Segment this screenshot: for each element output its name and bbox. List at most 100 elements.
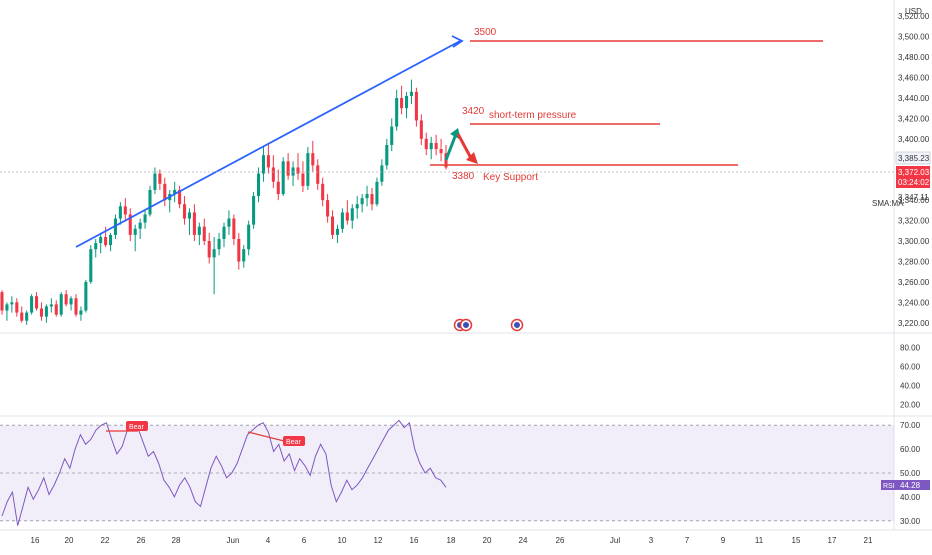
candle-body[interactable] <box>192 212 196 235</box>
candle-body[interactable] <box>163 183 167 201</box>
candle-body[interactable] <box>25 312 29 321</box>
candle-body[interactable] <box>321 183 325 201</box>
candle-body[interactable] <box>20 312 24 321</box>
candle-body[interactable] <box>266 155 270 168</box>
candle-body[interactable] <box>400 97 404 109</box>
candle-body[interactable] <box>340 212 344 229</box>
candle-body[interactable] <box>276 181 280 195</box>
candle-body[interactable] <box>370 194 374 205</box>
candle-body[interactable] <box>242 249 246 262</box>
candle-body[interactable] <box>138 222 142 229</box>
candle-body[interactable] <box>350 208 354 221</box>
candle-body[interactable] <box>133 228 137 235</box>
candle-body[interactable] <box>158 173 162 184</box>
bear-badge-1[interactable] <box>126 421 148 431</box>
candle-body[interactable] <box>419 120 423 139</box>
candle-body[interactable] <box>281 161 285 195</box>
candle-body[interactable] <box>355 204 359 209</box>
candle-body[interactable] <box>365 194 369 199</box>
uptrend-line[interactable] <box>75 40 461 248</box>
candle-body[interactable] <box>84 281 88 311</box>
candle-body[interactable] <box>59 294 63 315</box>
candle-body[interactable] <box>143 214 147 223</box>
candle-body[interactable] <box>187 212 191 219</box>
candle-body[interactable] <box>380 165 384 182</box>
candle-body[interactable] <box>49 304 53 307</box>
candlestick-series[interactable] <box>0 79 448 325</box>
candle-body[interactable] <box>173 189 177 195</box>
candle-body[interactable] <box>232 218 236 239</box>
candle-body[interactable] <box>405 95 409 109</box>
candle-body[interactable] <box>15 302 19 313</box>
candle-body[interactable] <box>291 167 295 176</box>
candle-body[interactable] <box>375 181 379 205</box>
candle-body[interactable] <box>183 204 187 219</box>
candle-body[interactable] <box>89 249 93 282</box>
candle-body[interactable] <box>271 167 275 182</box>
up-projection-arrow[interactable] <box>444 133 458 161</box>
candle-body[interactable] <box>237 238 241 262</box>
candle-body[interactable] <box>69 298 73 305</box>
candle-body[interactable] <box>207 241 211 258</box>
candle-body[interactable] <box>345 212 349 221</box>
candle-body[interactable] <box>202 226 206 242</box>
candle-body[interactable] <box>30 296 34 313</box>
candle-body[interactable] <box>247 224 251 250</box>
candle-body[interactable] <box>326 200 330 217</box>
candle-body[interactable] <box>104 236 108 246</box>
candle-body[interactable] <box>222 226 226 239</box>
candle-body[interactable] <box>44 306 48 317</box>
rsi-line[interactable] <box>1 419 447 526</box>
candle-body[interactable] <box>109 234 113 246</box>
event-flag-us-2[interactable] <box>459 318 473 332</box>
candle-body[interactable] <box>261 155 265 174</box>
candle-body[interactable] <box>331 216 335 235</box>
candle-body[interactable] <box>429 142 433 150</box>
candle-body[interactable] <box>335 228 339 235</box>
candle-body[interactable] <box>257 173 261 197</box>
candle-body[interactable] <box>197 226 201 235</box>
candle-body[interactable] <box>148 189 152 215</box>
candle-body[interactable] <box>311 153 315 166</box>
candle-body[interactable] <box>64 294 68 305</box>
candle-body[interactable] <box>286 161 290 176</box>
candle-body[interactable] <box>79 310 83 315</box>
candle-body[interactable] <box>301 173 305 186</box>
candle-body[interactable] <box>99 236 103 244</box>
candle-body[interactable] <box>409 91 413 96</box>
candle-body[interactable] <box>35 296 39 309</box>
candle-body[interactable] <box>439 149 443 154</box>
candle-body[interactable] <box>306 153 310 186</box>
candle-body[interactable] <box>212 249 216 258</box>
candle-body[interactable] <box>385 144 389 166</box>
candle-body[interactable] <box>0 292 4 311</box>
candle-body[interactable] <box>178 189 182 205</box>
candle-body[interactable] <box>123 206 127 215</box>
candle-body[interactable] <box>296 167 300 174</box>
candle-body[interactable] <box>39 308 43 317</box>
candle-body[interactable] <box>434 142 438 150</box>
candle-body[interactable] <box>424 138 428 150</box>
candle-body[interactable] <box>94 243 98 250</box>
candle-body[interactable] <box>390 126 394 145</box>
candle-body[interactable] <box>74 298 78 315</box>
candle-body[interactable] <box>360 198 364 205</box>
candle-body[interactable] <box>227 218 231 227</box>
down-projection-arrow[interactable] <box>456 133 474 161</box>
candle-body[interactable] <box>153 173 157 190</box>
candle-body[interactable] <box>414 91 418 121</box>
candle-body[interactable] <box>395 97 399 127</box>
candle-body[interactable] <box>54 304 58 315</box>
candle-body[interactable] <box>128 214 132 235</box>
candle-body[interactable] <box>316 165 320 184</box>
candle-body[interactable] <box>217 238 221 250</box>
candle-body[interactable] <box>252 196 256 225</box>
candle-body[interactable] <box>118 206 122 219</box>
candle-body[interactable] <box>5 304 9 311</box>
candle-body[interactable] <box>10 302 14 305</box>
candle-body[interactable] <box>444 153 448 168</box>
bear-badge-2[interactable] <box>283 436 305 446</box>
event-flag-us-3[interactable] <box>510 318 524 332</box>
